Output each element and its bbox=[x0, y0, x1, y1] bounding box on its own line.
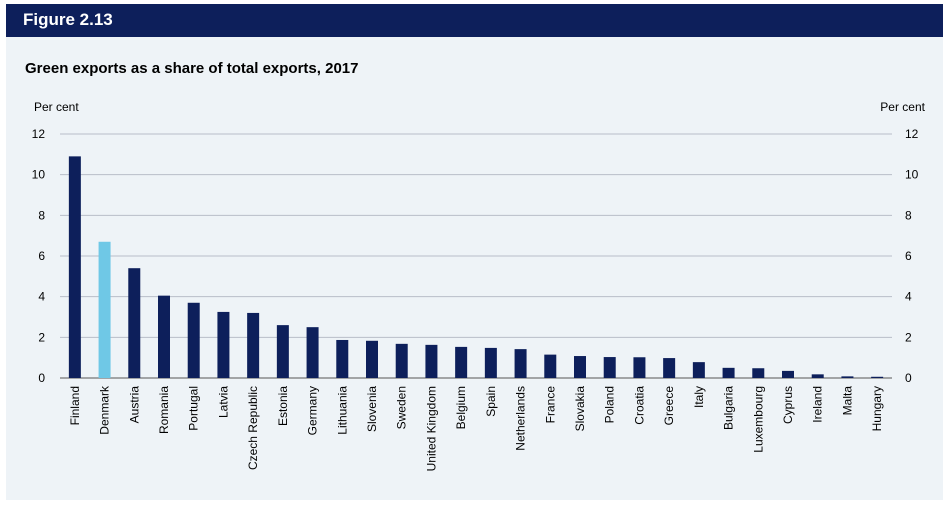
x-tick-label: Denmark bbox=[98, 385, 112, 435]
x-tick-label: Finland bbox=[68, 386, 82, 425]
x-tick-label: Portugal bbox=[187, 386, 201, 431]
x-tick-labels: Finland Denmark Austria Romania Portugal Latv… bbox=[68, 385, 884, 471]
x-tick-label: Slovakia bbox=[573, 386, 587, 432]
x-tick-label: Netherlands bbox=[514, 386, 528, 451]
bar bbox=[871, 376, 884, 378]
x-tick-label: Ireland bbox=[811, 386, 825, 423]
x-tick-label: Belgium bbox=[454, 386, 468, 429]
x-tick-label: Germany bbox=[306, 386, 320, 435]
x-tick-label: Austria bbox=[127, 386, 141, 424]
y-tick-label-right: 2 bbox=[905, 330, 912, 344]
bar bbox=[306, 327, 319, 378]
y-tick-label-right: 6 bbox=[905, 249, 912, 263]
x-tick-label: Luxembourg bbox=[751, 386, 765, 453]
x-tick-label: United Kingdom bbox=[424, 386, 438, 471]
y-tick-label-left: 10 bbox=[32, 168, 46, 182]
y-ticks-left: 0 2 4 6 8 10 12 bbox=[32, 127, 46, 385]
bar bbox=[128, 268, 141, 378]
bar bbox=[574, 356, 586, 378]
chart-title: Green exports as a share of total export… bbox=[25, 60, 359, 77]
x-tick-label: Slovenia bbox=[365, 386, 379, 432]
bar bbox=[603, 357, 616, 378]
x-tick-label: Sweden bbox=[395, 386, 409, 429]
y-tick-label-left: 0 bbox=[38, 371, 45, 385]
bar bbox=[722, 367, 735, 378]
bar bbox=[663, 358, 676, 378]
x-tick-label: Lithuania bbox=[335, 386, 349, 435]
bar bbox=[158, 295, 170, 378]
y-tick-label-left: 4 bbox=[38, 290, 45, 304]
y-tick-label-right: 4 bbox=[905, 290, 912, 304]
bars bbox=[68, 156, 884, 378]
x-tick-label: Bulgaria bbox=[722, 386, 736, 430]
figure-label: Figure 2.13 bbox=[23, 10, 113, 29]
x-tick-label: Cyprus bbox=[781, 386, 795, 424]
x-tick-label: Spain bbox=[484, 386, 498, 417]
x-tick-label: Romania bbox=[157, 386, 171, 434]
bar bbox=[841, 376, 854, 378]
bar bbox=[752, 368, 765, 378]
y-tick-label-left: 8 bbox=[38, 208, 45, 222]
bar bbox=[336, 339, 349, 378]
y-tick-label-right: 10 bbox=[905, 168, 919, 182]
bar bbox=[455, 346, 468, 378]
y-axis-label-left: Per cent bbox=[34, 100, 79, 114]
x-tick-label: Malta bbox=[840, 386, 854, 416]
y-tick-label-left: 12 bbox=[32, 127, 46, 141]
bar bbox=[692, 362, 705, 378]
bar bbox=[247, 312, 260, 378]
bar bbox=[811, 374, 824, 378]
x-tick-label: Czech Republic bbox=[246, 386, 260, 470]
y-ticks-right: 0 2 4 6 8 10 12 bbox=[905, 127, 919, 385]
bar bbox=[514, 349, 527, 378]
y-tick-label-left: 6 bbox=[38, 249, 45, 263]
bar bbox=[217, 311, 230, 378]
bar bbox=[782, 370, 794, 378]
x-tick-label: Estonia bbox=[276, 386, 290, 426]
x-tick-label: Italy bbox=[692, 386, 706, 408]
y-tick-label-right: 8 bbox=[905, 208, 912, 222]
x-tick-label: Hungary bbox=[870, 386, 884, 431]
bar bbox=[366, 340, 378, 378]
y-tick-label-right: 12 bbox=[905, 127, 919, 141]
x-tick-label: Latvia bbox=[216, 386, 230, 418]
bar bbox=[633, 357, 646, 378]
grid-lines bbox=[60, 133, 892, 379]
y-tick-label-right: 0 bbox=[905, 371, 912, 385]
figure-header: Figure 2.13 bbox=[6, 4, 943, 37]
bar bbox=[544, 354, 557, 378]
figure-panel: Figure 2.13 bbox=[6, 4, 943, 500]
bar bbox=[425, 344, 438, 378]
y-axis-label-right: Per cent bbox=[880, 100, 925, 114]
x-tick-label: Croatia bbox=[632, 386, 646, 425]
x-tick-label: Greece bbox=[662, 386, 676, 426]
bar bbox=[395, 343, 408, 378]
bar bbox=[484, 347, 497, 378]
y-tick-label-left: 2 bbox=[38, 330, 45, 344]
bar bbox=[98, 241, 111, 378]
x-tick-label: Poland bbox=[603, 386, 617, 423]
bar bbox=[187, 302, 200, 378]
bar bbox=[68, 156, 81, 378]
x-tick-label: France bbox=[543, 386, 557, 424]
bar bbox=[276, 325, 289, 378]
